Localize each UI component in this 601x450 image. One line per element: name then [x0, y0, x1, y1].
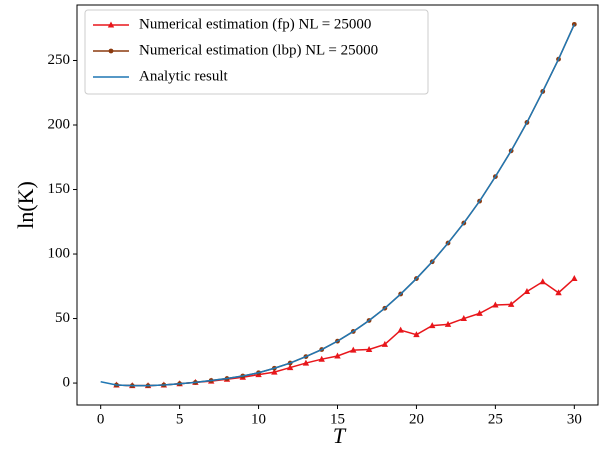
- marker: [571, 275, 578, 282]
- marker: [444, 320, 452, 327]
- marker: [539, 278, 546, 285]
- y-tick-label: 150: [48, 181, 71, 197]
- marker: [397, 326, 404, 333]
- y-tick-label: 200: [48, 116, 71, 132]
- legend-label: Numerical estimation (fp) NL = 25000: [139, 16, 371, 32]
- x-tick-label: 0: [97, 411, 105, 427]
- marker: [302, 359, 310, 366]
- x-tick-label: 10: [251, 411, 266, 427]
- series-line: [100, 24, 576, 387]
- marker: [429, 322, 436, 329]
- x-tick-label: 20: [409, 411, 424, 427]
- marker: [476, 309, 483, 316]
- marker: [507, 300, 515, 307]
- marker: [334, 352, 341, 359]
- x-axis-label: T: [333, 423, 347, 448]
- marker: [286, 364, 294, 371]
- y-tick-label: 100: [48, 245, 71, 261]
- x-tick-label: 25: [488, 411, 503, 427]
- marker: [523, 287, 531, 294]
- marker: [492, 301, 499, 308]
- y-tick-label: 250: [48, 52, 71, 68]
- marker: [318, 355, 325, 362]
- legend-label: Numerical estimation (lbp) NL = 25000: [139, 42, 378, 58]
- series-line: [116, 277, 575, 387]
- y-tick-label: 0: [63, 375, 71, 391]
- marker: [555, 289, 562, 296]
- marker: [271, 368, 278, 375]
- marker: [365, 346, 373, 353]
- marker: [413, 331, 420, 338]
- marker: [107, 21, 115, 28]
- x-tick-label: 15: [330, 411, 345, 427]
- legend-label: Analytic result: [139, 68, 229, 84]
- legend-box: [84, 9, 429, 95]
- x-tick-label: 30: [567, 411, 582, 427]
- marker: [350, 346, 357, 353]
- marker: [381, 340, 389, 347]
- x-tick-label: 5: [176, 411, 184, 427]
- y-tick-label: 50: [55, 310, 70, 326]
- marker: [460, 315, 468, 322]
- y-axis-label: ln(K): [13, 181, 38, 229]
- marker: [108, 48, 114, 54]
